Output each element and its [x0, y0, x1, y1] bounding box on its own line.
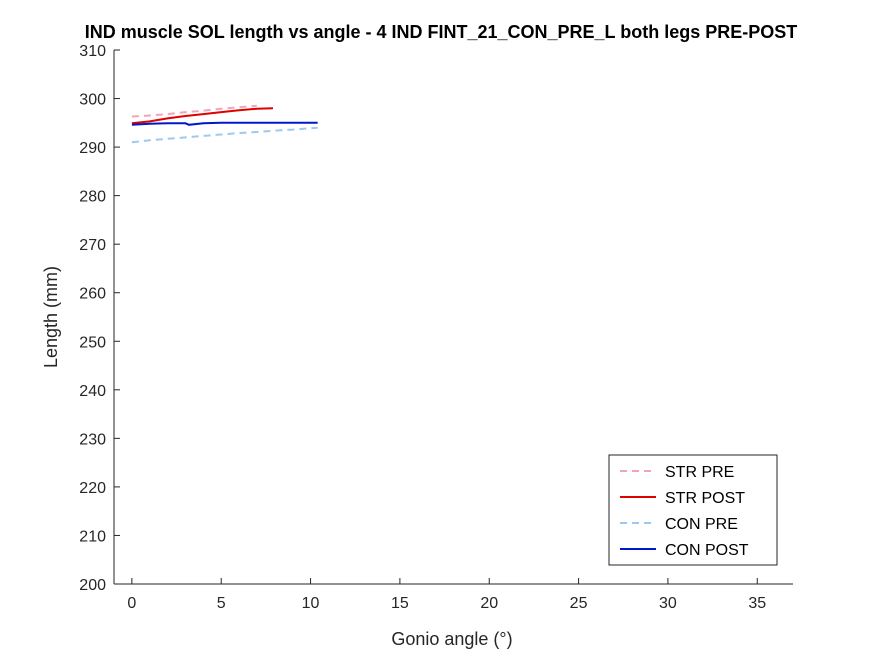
- series-layer: [131, 104, 318, 144]
- x-ticks: 0 5 10 15 20 25 30 35: [127, 578, 766, 612]
- x-tick-label: 25: [570, 595, 588, 612]
- y-tick-label: 300: [79, 92, 106, 109]
- y-tick-label: 220: [79, 480, 106, 497]
- y-tick-label: 270: [79, 237, 106, 254]
- y-tick-label: 280: [79, 189, 106, 206]
- y-axis-label: Length (mm): [41, 266, 61, 368]
- x-axis-label: Gonio angle (°): [391, 629, 512, 649]
- x-tick-label: 30: [659, 595, 677, 612]
- x-tick-label: 15: [391, 595, 409, 612]
- series-line-con-pre: [131, 126, 318, 144]
- series-line-str-post: [131, 107, 274, 125]
- y-tick-label: 250: [79, 334, 106, 351]
- y-ticks: 200 210 220 230 240 250 260 270 280 290 300 310: [79, 43, 120, 594]
- y-tick-label: 290: [79, 140, 106, 157]
- x-tick-label: 35: [748, 595, 766, 612]
- legend-label: CON POST: [665, 542, 749, 559]
- y-tick-label: 260: [79, 286, 106, 303]
- y-tick-label: 310: [79, 43, 106, 60]
- legend-box: [608, 454, 778, 566]
- x-tick-label: 5: [217, 595, 226, 612]
- y-tick-label: 210: [79, 528, 106, 545]
- y-tick-label: 200: [79, 577, 106, 594]
- x-tick-label: 20: [480, 595, 498, 612]
- x-tick-label: 0: [127, 595, 136, 612]
- series-line-con-post: [131, 121, 318, 126]
- y-tick-label: 230: [79, 431, 106, 448]
- y-tick-label: 240: [79, 383, 106, 400]
- x-tick-label: 10: [302, 595, 320, 612]
- legend-label: STR PRE: [665, 464, 734, 481]
- legend-label: STR POST: [665, 490, 745, 507]
- series-line-str-pre: [131, 104, 257, 118]
- chart-title: IND muscle SOL length vs angle - 4 IND F…: [85, 22, 798, 42]
- legend: STR PRE STR POST CON PRE CON POST: [608, 454, 778, 566]
- legend-label: CON PRE: [665, 516, 738, 533]
